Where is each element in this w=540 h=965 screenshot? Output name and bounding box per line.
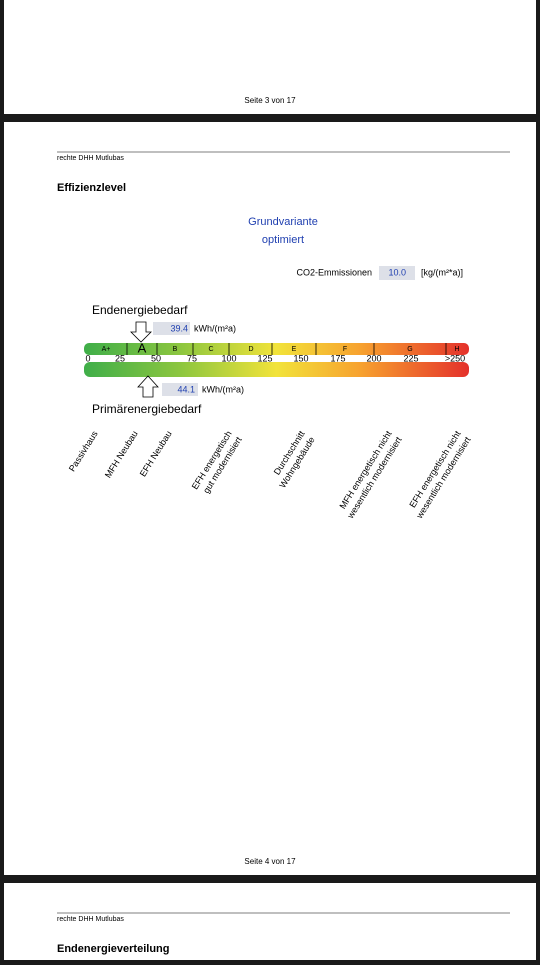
end-energy-title: Endenergiebedarf: [92, 303, 188, 317]
page: [4, 122, 536, 875]
primary-energy-value: 44.1: [177, 384, 195, 394]
primary-energy-arrow: [137, 375, 159, 398]
variant: optimiert: [262, 234, 304, 246]
scale-label: 150: [293, 353, 308, 363]
end-energy-value: 39.4: [170, 323, 188, 333]
heading: Effizienzlevel: [57, 182, 126, 194]
heading: Endenergieverteilung: [57, 943, 169, 955]
value-box: [153, 322, 190, 335]
class-label: A+: [102, 346, 111, 353]
class-label: B: [173, 346, 178, 353]
class-label: D: [248, 346, 253, 353]
value-box: [379, 266, 415, 280]
co2-label: CO2-Emmissionen: [296, 267, 372, 277]
page-footer: Seite 4 von 17: [244, 857, 296, 866]
page-footer: Seite 3 von 17: [244, 96, 296, 105]
scale-bar: [84, 362, 469, 377]
scale-label: 125: [257, 353, 272, 363]
scale-label: 75: [187, 353, 197, 363]
class-label: A: [138, 340, 147, 355]
class-label: C: [208, 346, 213, 353]
class-label: H: [454, 346, 459, 353]
scale-label: 225: [403, 353, 418, 363]
end-energy-unit: kWh/(m²a): [194, 323, 236, 333]
page-header: rechte DHH Mutlubas: [57, 916, 124, 923]
variant: Grundvariante: [248, 216, 318, 228]
class-label: G: [407, 346, 412, 353]
scale-label: 0: [85, 353, 90, 363]
scale-label: >250: [445, 353, 465, 363]
scale-row: [84, 356, 469, 362]
scale-label: 175: [330, 353, 345, 363]
scale-label: 25: [115, 353, 125, 363]
class-label: E: [292, 346, 297, 353]
scale-label: 200: [366, 353, 381, 363]
co2-unit: [kg/(m²*a)]: [421, 267, 463, 277]
page: [4, 883, 536, 960]
end-energy-arrow: [130, 321, 152, 343]
class-label: F: [343, 346, 347, 353]
class-bar: [84, 343, 469, 355]
primary-energy-unit: kWh/(m²a): [202, 384, 244, 394]
primary-energy-title: Primärenergiebedarf: [92, 402, 202, 416]
classes: A+ A B C D E F G H 0 25 50 75 100 125 150 175 200 225 >250: [85, 340, 465, 363]
scale-label: 50: [151, 353, 161, 363]
scale-label: 100: [221, 353, 236, 363]
page: [4, 0, 536, 114]
page-header: rechte DHH Mutlubas: [57, 155, 124, 162]
co2-value: 10.0: [388, 267, 406, 277]
value-box: [162, 383, 198, 396]
